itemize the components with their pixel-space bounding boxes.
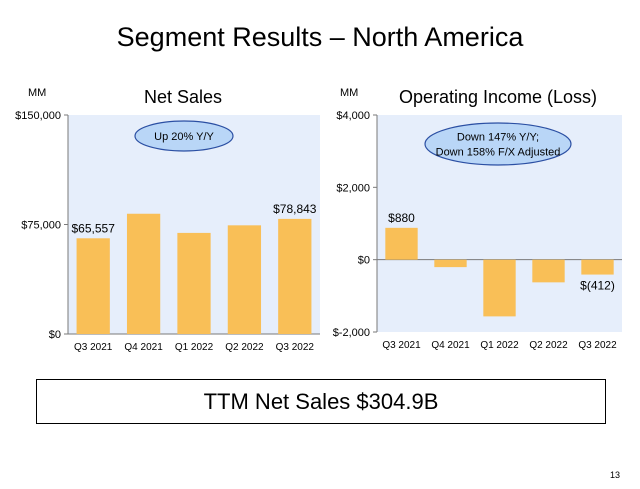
page-number: 13 [610,470,621,480]
data-label: $880 [388,211,415,225]
unit-label: MM [28,87,46,99]
bar [385,227,418,260]
bar [278,218,312,334]
y-tick-label: $4,000 [336,110,370,122]
x-tick-label: Q3 2022 [276,342,315,353]
data-label: $78,843 [273,202,317,216]
chart-title: Net Sales [144,87,222,107]
x-tick-label: Q3 2021 [74,342,113,353]
bar [126,213,161,334]
data-label: $(412) [580,279,615,293]
unit-label: MM [340,87,358,99]
y-tick-label: $-2,000 [333,327,370,339]
x-tick-label: Q3 2021 [382,340,421,351]
callout-text: Down 158% F/X Adjusted [436,147,561,159]
data-label: $65,557 [72,221,116,235]
x-tick-label: Q1 2022 [480,340,519,351]
x-tick-label: Q3 2022 [578,340,617,351]
callout-text: Down 147% Y/Y; [457,132,539,144]
y-tick-label: $2,000 [336,182,370,194]
x-tick-label: Q2 2022 [225,342,264,353]
bar [532,259,565,283]
ttm-net-sales-text: TTM Net Sales $304.9B [203,388,439,414]
x-tick-label: Q2 2022 [529,340,568,351]
y-tick-label: $75,000 [21,220,61,232]
bar [76,238,110,334]
x-tick-label: Q1 2022 [175,342,214,353]
callout-bubble [424,122,572,166]
ttm-net-sales-box: TTM Net Sales $304.9B [36,379,606,424]
bar [177,232,211,334]
slide-title: Segment Results – North America [116,22,524,52]
callout-text: Up 20% Y/Y [154,131,214,143]
x-tick-label: Q4 2021 [124,342,163,353]
callout-bubble [134,120,234,152]
bar [483,259,516,317]
bar [227,225,262,334]
y-tick-label: $150,000 [15,110,61,122]
y-tick-label: $0 [49,329,61,341]
chart-title: Operating Income (Loss) [399,87,597,107]
y-tick-label: $0 [358,255,370,267]
bar [581,259,614,275]
x-tick-label: Q4 2021 [431,340,470,351]
bar [434,259,467,268]
